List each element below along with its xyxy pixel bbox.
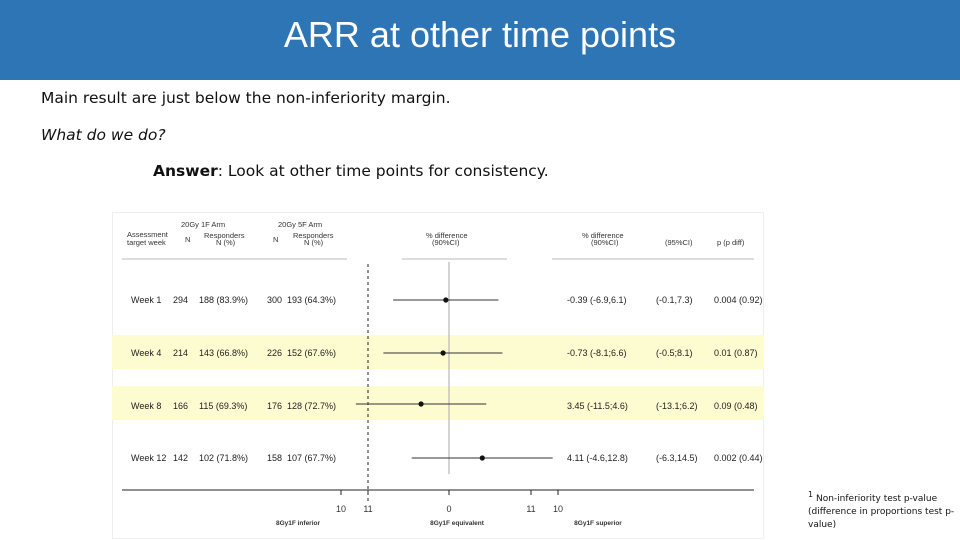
footnote-text: Non-inferiority test p-value (difference…: [808, 494, 955, 530]
row-cell-resp1: 188 (83.9%): [199, 295, 248, 305]
col-ci90-left: (90%CI): [432, 238, 460, 247]
title-bar: [0, 0, 960, 80]
forest-plot-figure: 20Gy 1F Arm 20Gy 5F Arm Assessment targe…: [112, 212, 764, 539]
row-cell-n2: 226: [267, 348, 282, 358]
row-cell-n2: 176: [267, 401, 282, 411]
row-cell-p: 0.004 (0.92): [714, 295, 763, 305]
main-result-text: Main result are just below the non-infer…: [41, 89, 451, 107]
arm1-title: 20Gy 1F Arm: [181, 220, 225, 229]
forest-marks: [355, 297, 553, 461]
row-cell-week: Week 12: [131, 453, 166, 463]
row-cell-resp1: 115 (69.3%): [199, 401, 247, 411]
x-tick-label: 11: [526, 504, 535, 514]
figure-frame: [112, 212, 764, 539]
answer-body: : Look at other time points for consiste…: [217, 162, 549, 180]
slide-title: ARR at other time points: [283, 14, 677, 55]
forest-plot-svg: 20Gy 1F Arm 20Gy 5F Arm Assessment targe…: [112, 212, 764, 539]
row-cell-week: Week 4: [131, 348, 161, 358]
answer-text: Answer: Look at other time points for co…: [153, 162, 549, 180]
row-cell-resp1: 102 (71.8%): [199, 453, 248, 463]
col-target-week: target week: [127, 238, 166, 247]
axis-label-inferior: 8Gy1F inferior: [276, 520, 321, 527]
row-cell-week: Week 1: [131, 295, 161, 305]
row-highlight: [112, 335, 764, 369]
axis-label-equivalent: 8Gy1F equivalent: [430, 520, 485, 527]
point-estimate: [440, 350, 446, 356]
axis-label-superior: 8Gy1F superior: [574, 520, 622, 527]
row-cell-diff: -0.39 (-6.9,6.1): [567, 295, 627, 305]
row-cell-diff: -0.73 (-8.1;6.6): [567, 348, 627, 358]
row-cell-resp2: 107 (67.7%): [287, 453, 336, 463]
x-tick-label: 0: [446, 504, 451, 514]
row-cell-resp2: 152 (67.6%): [287, 348, 336, 358]
row-cell-ci95: (-6.3,14.5): [656, 453, 698, 463]
arm2-title: 20Gy 5F Arm: [278, 220, 322, 229]
row-cell-n1: 294: [173, 295, 188, 305]
col-p: p (p diff): [717, 238, 745, 247]
col-n-arm2: N: [273, 235, 278, 244]
row-cell-resp2: 128 (72.7%): [287, 401, 336, 411]
row-cell-n1: 142: [173, 453, 188, 463]
row-cell-p: 0.09 (0.48): [714, 401, 758, 411]
row-cell-n1: 214: [173, 348, 188, 358]
point-estimate: [443, 297, 449, 303]
col-pct-diff-right: % difference: [582, 231, 624, 240]
table-rows: Week 1 294 188 (83.9%) 300 193 (64.3%) -0.39 …: [131, 295, 763, 463]
col-ci95: (95%CI): [665, 238, 693, 247]
col-n-pct-arm1: N (%): [216, 238, 236, 247]
row-cell-resp1: 143 (66.8%): [199, 348, 248, 358]
point-estimate: [479, 455, 485, 461]
col-responders-arm1: Responders: [204, 231, 245, 240]
row-cell-p: 0.002 (0.44): [714, 453, 763, 463]
row-highlight: [112, 386, 764, 420]
row-cell-diff: 4.11 (-4.6,12.8): [567, 453, 628, 463]
row-cell-p: 0.01 (0.87): [714, 348, 758, 358]
footnote-marker: 1: [808, 490, 814, 499]
col-pct-diff-left: % difference: [426, 231, 468, 240]
x-tick-label: 10: [553, 504, 563, 514]
col-n-arm1: N: [185, 235, 190, 244]
x-tick-label: 10: [336, 504, 346, 514]
x-tick-label: 11: [363, 504, 372, 514]
col-responders-arm2: Responders: [293, 231, 334, 240]
col-assessment: Assessment: [127, 230, 169, 239]
question-text: What do we do?: [41, 126, 166, 144]
row-cell-n2: 300: [267, 295, 282, 305]
row-cell-diff: 3.45 (-11.5;4.6): [567, 401, 628, 411]
point-estimate: [418, 401, 424, 407]
row-cell-n2: 158: [267, 453, 282, 463]
row-highlights: [112, 335, 764, 420]
footnote: 1 Non-inferiority test p-value (differen…: [808, 488, 958, 532]
col-ci90-right: (90%CI): [591, 238, 619, 247]
row-cell-n1: 166: [173, 401, 188, 411]
row-cell-ci95: (-13.1;6.2): [656, 401, 698, 411]
answer-label: Answer: [153, 162, 218, 180]
row-cell-ci95: (-0.5;8.1): [656, 348, 693, 358]
row-cell-resp2: 193 (64.3%): [287, 295, 336, 305]
row-cell-ci95: (-0.1,7.3): [656, 295, 693, 305]
row-cell-week: Week 8: [131, 401, 161, 411]
col-n-pct-arm2: N (%): [304, 238, 324, 247]
